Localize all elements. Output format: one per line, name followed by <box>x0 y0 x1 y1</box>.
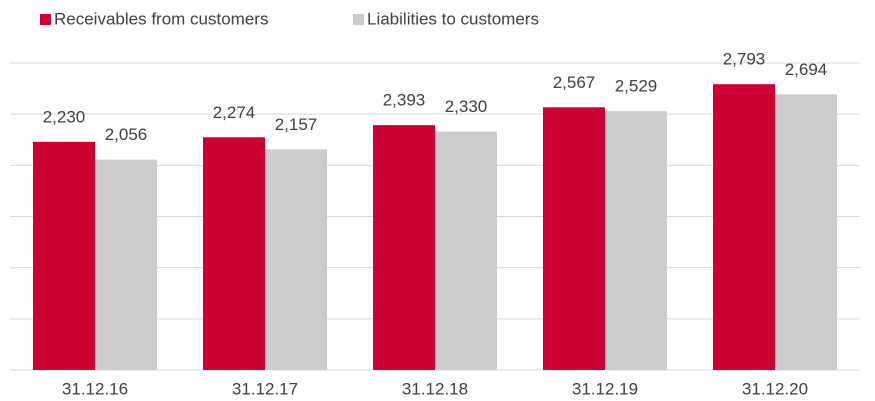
x-tick-label: 31.12.18 <box>402 379 468 398</box>
data-label: 2,393 <box>383 91 426 110</box>
data-label: 2,330 <box>445 97 488 116</box>
bar <box>775 94 837 371</box>
bar <box>373 125 435 370</box>
bar <box>203 137 265 370</box>
data-label: 2,567 <box>553 73 596 92</box>
x-tick-label: 31.12.16 <box>62 379 128 398</box>
bar <box>435 131 497 370</box>
x-tick-label: 31.12.17 <box>232 379 298 398</box>
bar <box>713 84 775 371</box>
data-label: 2,793 <box>723 50 766 69</box>
data-label: 2,157 <box>275 115 318 134</box>
bar <box>265 149 327 370</box>
legend-label: Liabilities to customers <box>367 9 539 28</box>
legend-label: Receivables from customers <box>54 9 268 28</box>
data-label: 2,694 <box>785 60 828 79</box>
bar <box>33 141 95 370</box>
x-tick-label: 31.12.20 <box>742 379 808 398</box>
data-label: 2,529 <box>615 77 658 96</box>
data-label: 2,056 <box>105 125 148 144</box>
legend-swatch <box>353 14 364 25</box>
bar <box>605 111 667 370</box>
legend-swatch <box>40 14 51 25</box>
bar <box>543 107 605 370</box>
data-label: 2,230 <box>43 107 86 126</box>
bar <box>95 159 157 370</box>
x-tick-label: 31.12.19 <box>572 379 638 398</box>
data-label: 2,274 <box>213 103 256 122</box>
